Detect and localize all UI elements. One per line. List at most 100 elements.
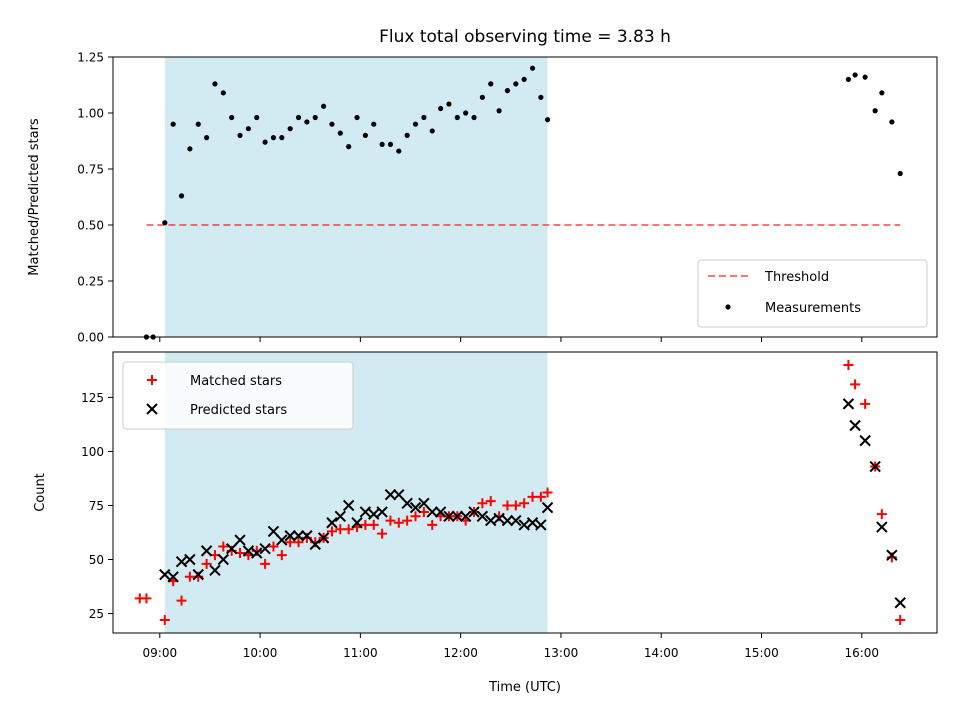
measurement-point (329, 121, 335, 127)
predicted-star-point (368, 508, 380, 520)
measurement-point (195, 121, 201, 127)
measurement-point (897, 170, 903, 177)
measurement-point (488, 81, 494, 87)
measurement-point (889, 119, 895, 125)
predicted-star-point (501, 514, 514, 527)
measurement-point (496, 108, 502, 114)
y-tick-label: 1.25 (77, 51, 104, 65)
y-tick-label: 1.00 (77, 107, 104, 121)
measurement-point (237, 132, 243, 138)
matched-star-point (285, 537, 296, 548)
matched-star-point (176, 595, 187, 606)
measurement-point (312, 114, 318, 121)
predicted-star-point (451, 510, 464, 522)
matched-star-point (519, 498, 530, 509)
predicted-star-point (359, 506, 372, 518)
measurement-point (538, 94, 544, 100)
predicted-star-point (468, 506, 480, 518)
predicted-star-point (443, 510, 455, 522)
predicted-star-point (849, 419, 861, 432)
predicted-star-point (184, 553, 196, 566)
matched-star-point (843, 359, 854, 370)
predicted-star-point (418, 497, 430, 510)
measurement-point (187, 146, 193, 152)
matched-star-point (276, 550, 287, 561)
predicted-star-point (426, 506, 438, 518)
measurement-point (872, 108, 878, 114)
matched-star-point (260, 558, 271, 569)
predicted-star-point (401, 497, 413, 510)
measurement-point (362, 132, 368, 138)
measurement-point (212, 81, 218, 87)
legend-predicted-label: Predicted stars (190, 403, 287, 418)
predicted-star-point (476, 510, 489, 522)
predicted-star-point (434, 506, 447, 518)
measurement-point (387, 141, 394, 147)
x-tick-label: 10:00 (243, 646, 278, 660)
matched-star-point (335, 524, 346, 535)
measurement-point (521, 76, 527, 82)
x-tick-label: 12:00 (443, 646, 478, 660)
measurement-point (346, 144, 352, 150)
matched-star-point (159, 615, 170, 626)
measurement-point (229, 114, 235, 121)
matched-star-point (850, 379, 861, 390)
predicted-star-point (886, 549, 898, 561)
measurement-point (337, 130, 343, 136)
matched-star-point (895, 615, 906, 626)
predicted-star-point (167, 571, 179, 583)
legend-matched-label: Matched stars (190, 374, 282, 389)
legend-frame (122, 361, 354, 430)
predicted-star-point (267, 525, 280, 538)
predicted-star-point (175, 555, 188, 568)
legend-measurement-label: Measurements (765, 301, 861, 316)
measurement-point (412, 121, 419, 127)
predicted-star-point (217, 553, 230, 566)
bottom-axes-frame (112, 351, 938, 634)
matched-star-point (542, 487, 553, 498)
measurement-point (262, 139, 268, 145)
predicted-star-point (276, 534, 288, 546)
measurement-point (220, 90, 226, 96)
matched-star-point (860, 398, 871, 409)
measurement-point (396, 148, 402, 154)
y-tick-label: 50 (89, 553, 104, 567)
legend-threshold-label: Threshold (764, 270, 829, 285)
y-tick-label: 0.75 (77, 163, 104, 177)
bottom-axis-ticks: 25 50 75 100 125 09:00 10:00 11:00 12:00 13:00 14:… (81, 391, 879, 660)
legend-frame (697, 259, 928, 328)
measurement-point (170, 121, 176, 127)
y-tick-label: 125 (81, 391, 104, 405)
x-tick-label: 16:00 (844, 646, 879, 660)
measurement-point (287, 126, 293, 132)
measurement-point (379, 141, 385, 147)
measurement-point (471, 114, 477, 121)
top-panel: 0.00 0.25 0.50 0.75 1.00 1.25 Matched/Predict… (27, 51, 938, 345)
y-tick-label: 0.25 (77, 275, 104, 289)
predicted-star-point (242, 545, 255, 557)
measurement-point (354, 114, 360, 121)
matched-star-point (510, 500, 521, 511)
matched-star-point (184, 571, 195, 582)
measurement-point (504, 88, 511, 94)
top-axis-ticks: 0.00 0.25 0.50 0.75 1.00 1.25 (77, 51, 863, 345)
predicted-star-point (259, 542, 271, 555)
matched-star-point (268, 541, 279, 552)
x-axis-label: Time (UTC) (488, 680, 561, 695)
predicted-star-point (459, 510, 472, 522)
y-tick-label: 100 (81, 445, 104, 459)
matched-star-point (326, 526, 337, 537)
bottom-legend: Matched stars Predicted stars (122, 361, 354, 430)
predicted-star-point (493, 512, 505, 525)
count-points (134, 359, 906, 626)
measurement-point (421, 114, 427, 121)
matched-star-point (377, 528, 388, 539)
legend-predicted-swatch (146, 403, 158, 415)
matched-star-point (527, 491, 538, 502)
measurement-point (463, 110, 469, 116)
measurement-point (437, 105, 444, 112)
y-tick-label: 0.00 (77, 331, 104, 345)
predicted-star-point (284, 530, 296, 542)
predicted-star-point (200, 545, 213, 557)
measurement-point (254, 114, 260, 121)
